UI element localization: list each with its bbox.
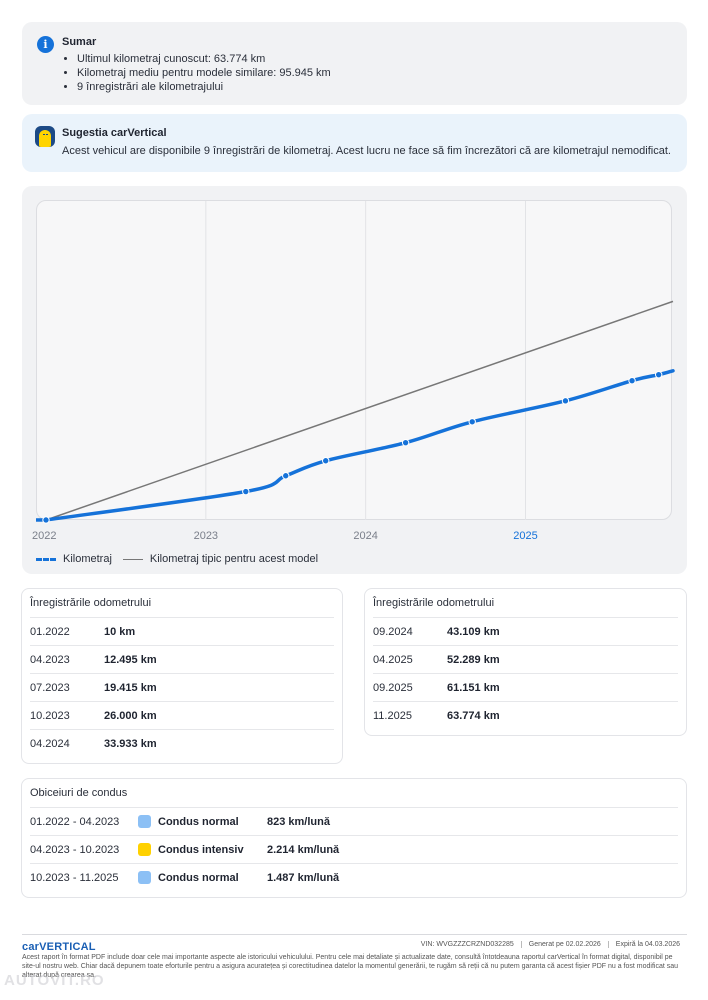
summary-item: Kilometraj mediu pentru modele similare:… [77,66,331,80]
table-row: 04.2024 33.933 km [30,729,334,757]
table-row: 04.2023 - 10.2023 Condus intensiv 2.214 … [30,835,678,863]
record-date: 04.2024 [30,738,70,750]
table-row: 11.2025 63.774 km [373,701,678,729]
record-value: 61.151 km [447,682,500,694]
record-date: 10.2023 [30,710,70,722]
monthly-rate: 1.487 km/lună [267,872,340,884]
style-swatch [138,843,151,856]
table-row: 01.2022 10 km [30,617,334,645]
mileage-point [654,370,663,379]
suggestion-title: Sugestia carVertical [62,127,167,139]
mileage-point [628,376,636,385]
record-date: 09.2024 [373,626,413,638]
watermark: AUTOVIT.RO [4,972,105,989]
mileage-point [42,516,50,524]
record-value: 26.000 km [104,710,157,722]
mileage-chart-card: 2022 2023 2024 2025 Kilometraj Kilometraj t… [22,186,687,574]
record-value: 52.289 km [447,654,500,666]
table-row: 10.2023 26.000 km [30,701,334,729]
record-date: 04.2025 [373,654,413,666]
period: 10.2023 - 11.2025 [30,872,119,884]
disclaimer-text: Acest raport în format PDF include doar … [22,954,679,979]
record-date: 09.2025 [373,682,413,694]
suggestion-text: Acest vehicul are disponibile 9 înregist… [62,145,671,157]
mileage-point [242,487,250,496]
record-value: 43.109 km [447,626,500,638]
x-tick-label: 2023 [194,530,218,542]
summary-title: Sumar [62,36,97,48]
style-swatch [138,871,151,884]
carvertical-logo: carVERTICAL [22,941,96,953]
driving-style: Condus normal [158,816,239,828]
table-row: 10.2023 - 11.2025 Condus normal 1.487 km… [30,863,678,891]
record-date: 04.2023 [30,654,70,666]
plot-area [36,200,672,520]
record-value: 12.495 km [104,654,157,666]
monthly-rate: 2.214 km/lună [267,844,340,856]
monthly-rate: 823 km/lună [267,816,330,828]
driving-style: Condus intensiv [158,844,244,856]
table-row: 01.2022 - 04.2023 Condus normal 823 km/l… [30,807,678,835]
suggestion-card: Sugestia carVertical Acest vehicul are d… [22,114,687,172]
driving-habits-title: Obiceiuri de condus [30,787,128,799]
summary-item: Ultimul kilometraj cunoscut: 63.774 km [77,52,331,66]
driving-style: Condus normal [158,872,239,884]
summary-list: Ultimul kilometraj cunoscut: 63.774 km K… [77,52,331,94]
table-row: 07.2023 19.415 km [30,673,334,701]
record-date: 07.2023 [30,682,70,694]
legend-swatch-typical [122,558,143,560]
info-icon: i [37,36,54,53]
record-value: 33.933 km [104,738,157,750]
mileage-point [401,438,410,447]
legend-label-mileage: Kilometraj [63,553,112,565]
period: 01.2022 - 04.2023 [30,816,120,828]
table-row: 09.2025 61.151 km [373,673,678,701]
record-value: 63.774 km [447,710,500,722]
report-meta: VIN: WVGZZZCRZND032285 Generat pe 02.02.… [414,941,687,948]
record-date: 01.2022 [30,626,70,638]
driving-habits-table: Obiceiuri de condus 01.2022 - 04.2023 Co… [21,778,687,898]
mileage-point [468,418,476,426]
typical-mileage-line [45,300,674,521]
mileage-line [44,369,675,522]
lightbulb-icon [35,126,55,147]
legend-swatch-mileage [36,557,56,561]
odometer-table-left: Înregistrările odometrului 01.2022 10 km … [21,588,343,764]
generated-date: Generat pe 02.02.2026 [520,941,608,948]
table-row: 04.2023 12.495 km [30,645,334,673]
chart-legend: Kilometraj Kilometraj tipic pentru acest… [36,553,318,565]
vin-number: VIN: WVGZZZCRZND032285 [420,941,514,948]
record-date: 11.2025 [373,710,412,722]
period: 04.2023 - 10.2023 [30,844,120,856]
odometer-table-title: Înregistrările odometrului [30,597,152,609]
page-footer: carVERTICAL VIN: WVGZZZCRZND032285 Gener… [22,934,687,979]
x-tick-label: 2025 [513,530,537,542]
mileage-point [561,397,570,405]
record-value: 19.415 km [104,682,157,694]
table-row: 04.2025 52.289 km [373,645,678,673]
x-tick-label: 2022 [32,530,56,542]
expiry-date: Expiră la 04.03.2026 [607,941,687,948]
mileage-chart: 2022 2023 2024 2025 [32,201,675,542]
summary-item: 9 înregistrări ale kilometrajului [77,80,331,94]
legend-label-typical: Kilometraj tipic pentru acest model [149,553,319,565]
table-row: 09.2024 43.109 km [373,617,678,645]
mileage-point [282,472,290,480]
x-tick-label: 2024 [353,530,377,542]
mileage-point [322,457,330,465]
style-swatch [138,815,151,828]
odometer-table-title: Înregistrările odometrului [373,597,495,609]
summary-card: i Sumar Ultimul kilometraj cunoscut: 63.… [22,22,687,105]
odometer-table-right: Înregistrările odometrului 09.2024 43.109… [364,588,687,736]
record-value: 10 km [104,626,136,638]
